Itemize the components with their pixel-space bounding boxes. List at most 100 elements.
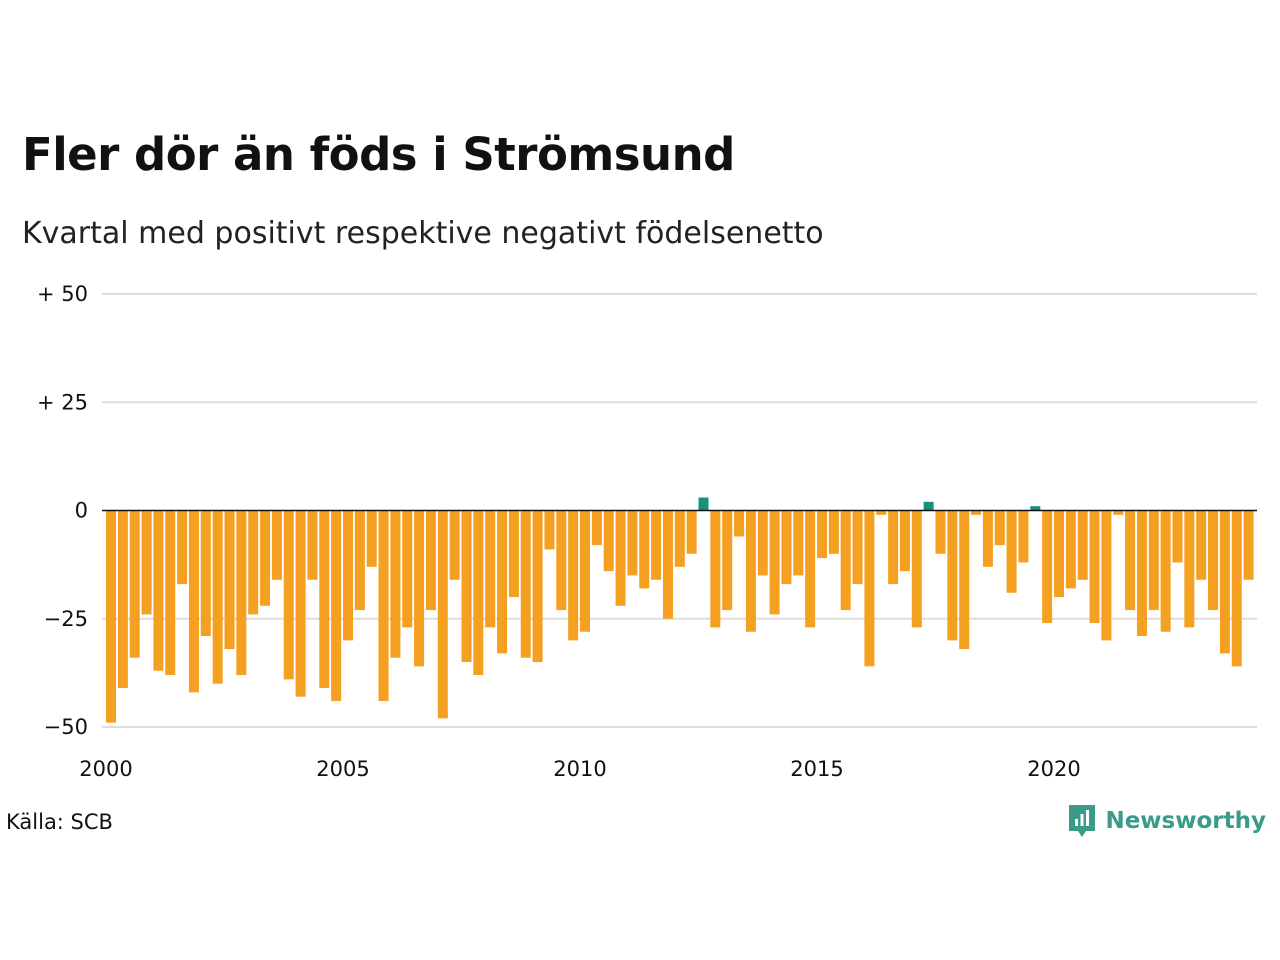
bar-negative xyxy=(674,510,685,567)
bar-negative xyxy=(319,510,330,689)
bar-negative xyxy=(106,510,116,723)
bar-negative xyxy=(591,510,602,546)
bar-negative xyxy=(437,510,448,719)
bar-negative xyxy=(899,510,910,572)
bar-negative xyxy=(378,510,389,702)
brand-logo-group: Newsworthy xyxy=(1067,802,1266,840)
y-tick-label: + 25 xyxy=(37,390,88,414)
bar-negative xyxy=(117,510,128,689)
bar-negative xyxy=(497,510,508,654)
bar-negative xyxy=(200,510,211,637)
bar-negative xyxy=(1101,510,1112,641)
bar-negative xyxy=(307,510,318,580)
bar-negative xyxy=(757,510,768,576)
bar-negative xyxy=(1065,510,1076,589)
bar-negative xyxy=(141,510,152,615)
bar-negative xyxy=(224,510,235,650)
bars xyxy=(106,497,1254,723)
bar-negative xyxy=(615,510,626,606)
bar-negative xyxy=(828,510,839,554)
y-axis-labels: + 50 + 25 0 −25 −50 xyxy=(37,282,88,739)
bar-negative xyxy=(544,510,555,550)
bar-negative xyxy=(177,510,188,585)
bar-negative xyxy=(212,510,223,684)
bar-negative xyxy=(414,510,425,667)
bar-negative xyxy=(331,510,342,702)
brand-name: Newsworthy xyxy=(1105,808,1266,834)
bar-positive xyxy=(698,497,709,511)
y-tick-label: + 50 xyxy=(37,282,88,306)
bar-negative xyxy=(651,510,662,580)
bar-negative xyxy=(1231,510,1242,667)
bar-negative xyxy=(354,510,365,611)
y-tick-label: −25 xyxy=(44,607,88,631)
bar-negative xyxy=(236,510,247,676)
bar-negative xyxy=(165,510,176,676)
bar-negative xyxy=(769,510,780,615)
x-tick-label: 2020 xyxy=(1027,757,1080,781)
bar-negative xyxy=(982,510,993,567)
bar-negative xyxy=(888,510,899,585)
bar-negative xyxy=(485,510,496,628)
bar-negative xyxy=(627,510,638,576)
bar-negative xyxy=(1054,510,1064,598)
bar-negative xyxy=(1018,510,1029,563)
bar-negative xyxy=(1219,510,1230,654)
bar-negative xyxy=(971,510,982,515)
bar-negative xyxy=(1148,510,1159,611)
x-tick-label: 2010 xyxy=(553,757,606,781)
bar-negative xyxy=(1196,510,1207,580)
bar-negative xyxy=(911,510,922,628)
x-tick-label: 2015 xyxy=(790,757,843,781)
bar-negative xyxy=(959,510,970,650)
bar-negative xyxy=(935,510,946,554)
x-tick-label: 2000 xyxy=(79,757,132,781)
bar-negative xyxy=(508,510,519,598)
bar-negative xyxy=(1172,510,1183,563)
bar-negative xyxy=(295,510,306,697)
bar-negative xyxy=(1208,510,1219,611)
bar-negative xyxy=(402,510,413,628)
bar-negative xyxy=(817,510,827,559)
bar-negative xyxy=(864,510,875,667)
bar-negative xyxy=(852,510,863,585)
bar-negative xyxy=(248,510,259,615)
bar-negative xyxy=(722,510,733,611)
bar-negative xyxy=(686,510,697,554)
x-axis-labels: 2000 2005 2010 2015 2020 xyxy=(79,757,1080,781)
bar-negative xyxy=(461,510,472,663)
chart-title: Fler dör än föds i Strömsund xyxy=(22,128,735,181)
bar-negative xyxy=(449,510,460,580)
bar-negative xyxy=(1243,510,1254,580)
bar-negative xyxy=(662,510,673,619)
bar-negative xyxy=(473,510,484,676)
x-tick-label: 2005 xyxy=(316,757,369,781)
bar-chart: + 50 + 25 0 −25 −50 2000 2005 2010 2015 2020 xyxy=(37,282,1257,781)
bar-negative xyxy=(532,510,543,663)
bar-negative xyxy=(283,510,294,680)
bar-negative xyxy=(745,510,756,632)
bar-negative xyxy=(425,510,436,611)
y-tick-label: −50 xyxy=(44,715,88,739)
bar-negative xyxy=(1113,510,1124,515)
bar-negative xyxy=(603,510,614,572)
bar-negative xyxy=(805,510,816,628)
bar-negative xyxy=(710,510,721,628)
source-note: Källa: SCB xyxy=(6,810,113,834)
bar-negative xyxy=(129,510,140,658)
bar-negative xyxy=(1089,510,1100,624)
bar-negative xyxy=(1184,510,1195,628)
bar-negative xyxy=(390,510,401,658)
bar-negative xyxy=(734,510,745,537)
bar-negative xyxy=(188,510,199,693)
bar-negative xyxy=(271,510,282,580)
bar-negative xyxy=(556,510,567,611)
gridlines xyxy=(102,293,1257,728)
bar-negative xyxy=(639,510,650,589)
bar-negative xyxy=(876,510,887,515)
bar-negative xyxy=(1125,510,1136,611)
bar-negative xyxy=(793,510,804,576)
newsworthy-logo-icon xyxy=(1069,805,1096,837)
bar-negative xyxy=(1006,510,1017,593)
bar-negative xyxy=(343,510,353,641)
